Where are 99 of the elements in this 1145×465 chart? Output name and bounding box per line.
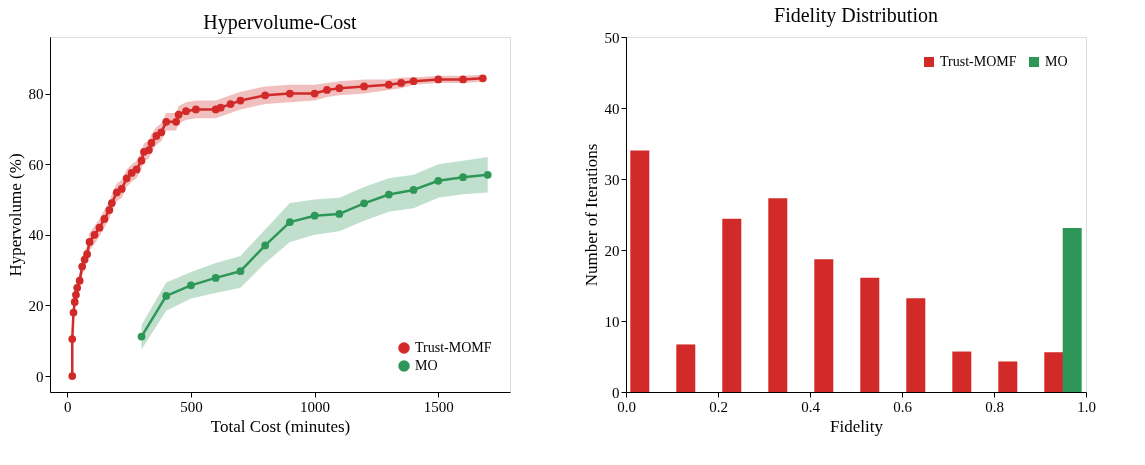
x-tick-label: 0.0: [617, 398, 636, 415]
y-tick-label: 40: [604, 100, 620, 117]
point: [157, 128, 166, 137]
point: [83, 250, 91, 259]
point: [261, 91, 270, 100]
y-tick-label: 30: [604, 171, 620, 188]
point: [100, 215, 109, 223]
x-axis-title: Fidelity: [830, 416, 884, 436]
point: [192, 105, 200, 114]
point: [95, 223, 104, 232]
x-tick-label: 500: [180, 398, 203, 415]
point: [409, 186, 418, 194]
bar: [1062, 227, 1082, 392]
point: [147, 139, 156, 147]
x-tick-label: 1500: [423, 398, 454, 415]
point: [162, 292, 171, 300]
point: [182, 107, 190, 116]
point: [70, 298, 79, 306]
point: [216, 103, 225, 112]
point: [68, 372, 77, 380]
point: [172, 117, 180, 126]
point: [434, 75, 443, 84]
point: [145, 146, 153, 154]
y-tick-label: 10: [604, 313, 620, 330]
y-tick-label: 60: [28, 156, 44, 173]
x-tick-label: 0.8: [985, 398, 1004, 415]
point: [75, 276, 84, 285]
point: [459, 75, 467, 84]
point: [335, 210, 344, 218]
x-tick-label: 0.2: [709, 398, 728, 415]
x-tick-label: 1000: [300, 398, 331, 415]
legend-label: MO: [1045, 54, 1068, 69]
point: [360, 199, 368, 208]
x-tick-label: 0.6: [893, 398, 913, 415]
point: [105, 206, 114, 214]
point: [122, 174, 131, 183]
point: [335, 84, 344, 93]
point: [409, 77, 418, 86]
bar: [998, 361, 1018, 392]
y-tick-label: 0: [612, 384, 620, 401]
point: [384, 80, 393, 89]
bar: [906, 298, 926, 392]
y-tick-label: 20: [604, 242, 620, 259]
point: [459, 173, 467, 182]
bar: [1044, 352, 1064, 392]
point: [286, 89, 294, 98]
bar: [952, 351, 972, 392]
point: [174, 110, 183, 119]
point: [72, 291, 80, 299]
y-tick-label: 80: [28, 86, 44, 103]
point: [434, 176, 443, 185]
bar: [630, 150, 650, 392]
point: [68, 335, 77, 343]
y-tick-label: 0: [36, 368, 44, 385]
point: [132, 165, 141, 174]
y-axis-title: Number of Iterations: [581, 143, 601, 287]
x-axis-title: Total Cost (minutes): [210, 416, 351, 436]
point: [211, 274, 220, 282]
y-axis-title: Hypervolume (%): [5, 153, 25, 277]
bar: [860, 277, 880, 392]
point: [117, 185, 126, 193]
y-tick-label: 20: [28, 297, 44, 314]
bar: [676, 344, 696, 392]
point: [69, 308, 78, 317]
point: [310, 211, 319, 220]
x-tick-label: 0: [64, 398, 72, 415]
chart-title: Fidelity Distribution: [774, 4, 938, 27]
point: [384, 190, 393, 199]
y-tick-label: 50: [604, 29, 620, 46]
point: [286, 218, 294, 226]
legend-label: Trust-MOMF: [415, 340, 492, 355]
point: [236, 267, 245, 276]
point: [236, 96, 245, 105]
legend-label: Trust-MOMF: [940, 54, 1017, 69]
point: [226, 100, 235, 108]
point: [85, 238, 94, 246]
point: [323, 86, 331, 94]
point: [107, 199, 116, 207]
point: [360, 82, 368, 91]
point: [187, 281, 195, 290]
legend-label: MO: [415, 358, 438, 373]
point: [78, 262, 87, 271]
point: [162, 117, 171, 126]
point: [397, 79, 406, 87]
chart-title: Hypervolume-Cost: [203, 11, 358, 34]
point: [90, 230, 99, 239]
point: [137, 332, 146, 341]
point: [310, 89, 319, 98]
point: [137, 156, 146, 165]
point: [483, 170, 492, 179]
y-tick-label: 40: [28, 227, 44, 244]
point: [73, 283, 82, 292]
x-tick-label: 0.4: [801, 398, 821, 415]
point: [261, 241, 270, 250]
bar: [814, 259, 834, 392]
x-tick-label: 1.0: [1077, 398, 1096, 415]
point: [478, 74, 487, 83]
bar: [768, 198, 788, 392]
bar: [722, 218, 742, 392]
